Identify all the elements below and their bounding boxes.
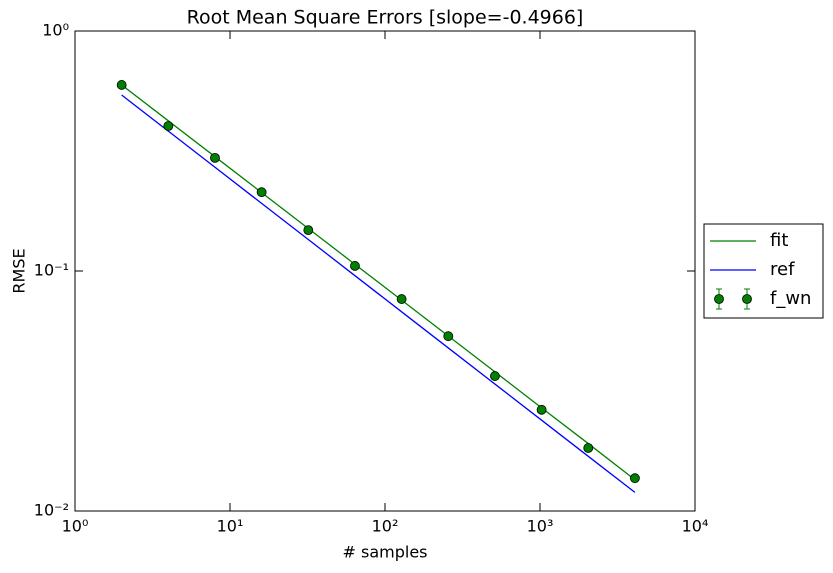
legend-marker <box>714 294 724 304</box>
legend-label: fit <box>770 230 788 251</box>
x-tick-label: 10¹ <box>217 517 244 536</box>
data-point <box>256 187 267 198</box>
data-point <box>116 80 127 90</box>
x-tick-label: 10³ <box>527 517 554 536</box>
legend: fit ref f_wn <box>703 223 824 319</box>
y-axis-label: RMSE <box>10 248 29 293</box>
y-tick-label: 10⁻² <box>34 501 69 520</box>
data-point <box>350 261 360 271</box>
plot-frame <box>74 30 696 512</box>
data-point <box>536 404 547 415</box>
y-tick-label: 10⁻¹ <box>34 261 69 280</box>
x-tick-label: 10⁰ <box>62 517 89 536</box>
data-point <box>583 443 594 453</box>
chart-title: Root Mean Square Errors [slope=-0.4966] <box>187 7 584 29</box>
data-point <box>210 152 220 163</box>
x-tick-label: 10² <box>372 517 399 536</box>
data-point <box>163 121 174 131</box>
data-point <box>630 473 640 484</box>
y-tick-label: 10⁰ <box>42 21 69 40</box>
legend-marker <box>742 294 752 304</box>
data-point <box>396 294 407 304</box>
legend-label: ref <box>770 259 795 280</box>
data-point <box>443 331 454 342</box>
series-line <box>121 84 636 481</box>
data-point <box>303 225 314 236</box>
x-tick-label: 10⁴ <box>682 517 709 536</box>
legend-box <box>703 223 824 319</box>
legend-label: f_wn <box>770 288 811 309</box>
x-axis-label: # samples <box>343 543 428 562</box>
data-point <box>490 371 500 381</box>
series-line <box>121 94 636 493</box>
